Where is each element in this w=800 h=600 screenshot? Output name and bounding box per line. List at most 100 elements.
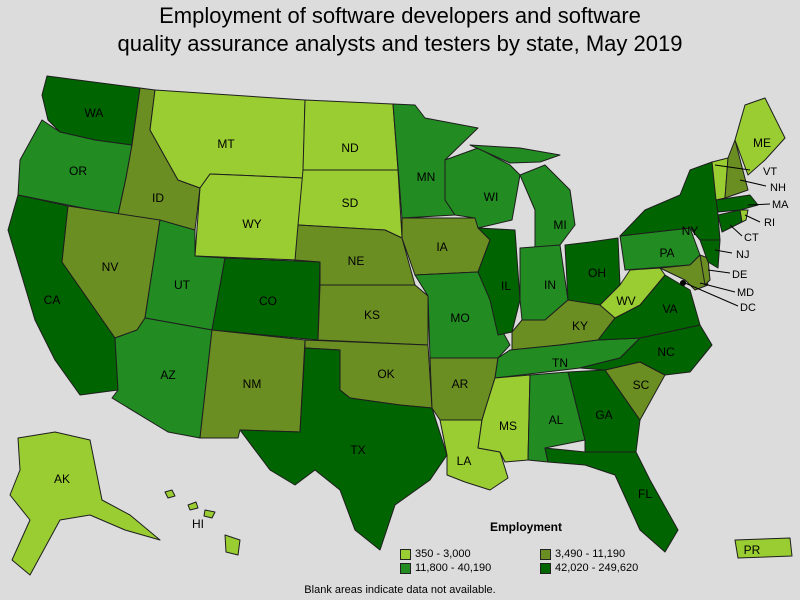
state-fl[interactable]	[544, 447, 679, 553]
label-al: AL	[549, 413, 564, 427]
label-co: CO	[259, 294, 277, 308]
label-sc: SC	[633, 378, 650, 392]
label-il: IL	[501, 279, 511, 293]
state-wv[interactable]	[599, 267, 666, 319]
legend-label-2: 3,490 - 11,190	[555, 548, 626, 560]
label-mo: MO	[450, 311, 469, 325]
label-ak: AK	[54, 472, 70, 486]
label-hi: HI	[192, 517, 204, 531]
label-pr: PR	[744, 543, 761, 557]
label-ok: OK	[377, 367, 394, 381]
label-nm: NM	[243, 377, 262, 391]
label-or: OR	[69, 164, 87, 178]
map-title: Employment of software developers and so…	[0, 2, 800, 58]
state-nc[interactable]	[579, 324, 713, 376]
state-ny[interactable]	[619, 161, 721, 241]
legend-label-1: 350 - 3,000	[415, 548, 471, 560]
legend-label-3: 11,800 - 40,190	[415, 562, 492, 574]
state-tx[interactable]	[239, 347, 448, 551]
label-id: ID	[152, 191, 164, 205]
state-nj[interactable]	[699, 239, 721, 269]
label-ny: NY	[682, 224, 699, 238]
leader-dc	[684, 282, 739, 307]
label-ne: NE	[348, 254, 365, 268]
map-legend: Employment 350 - 3,000 3,490 - 11,190 11…	[400, 520, 700, 580]
legend-item-1: 350 - 3,000	[400, 548, 471, 560]
state-ma[interactable]	[715, 194, 759, 213]
title-line-1: Employment of software developers and so…	[159, 3, 641, 28]
state-wy[interactable]	[194, 173, 304, 261]
legend-swatch-3	[400, 562, 411, 574]
label-ct: CT	[744, 232, 759, 244]
label-ca: CA	[44, 293, 61, 307]
label-wy: WY	[242, 217, 261, 231]
label-ri: RI	[764, 217, 775, 229]
title-line-2: quality assurance analysts and testers b…	[117, 31, 683, 56]
label-mi: MI	[553, 218, 566, 232]
state-ak[interactable]	[9, 431, 161, 576]
label-ut: UT	[174, 278, 191, 292]
label-in: IN	[544, 278, 556, 292]
state-nh[interactable]	[724, 139, 749, 199]
label-wa: WA	[85, 106, 104, 120]
leader-vt	[714, 164, 751, 171]
leader-nh	[739, 179, 767, 187]
label-ia: IA	[436, 240, 447, 254]
state-mi[interactable]	[469, 144, 576, 249]
leader-ri	[744, 214, 761, 223]
label-nj: NJ	[736, 249, 749, 261]
state-me[interactable]	[734, 97, 786, 176]
leader-de	[707, 269, 731, 274]
label-nd: ND	[341, 141, 359, 155]
label-ar: AR	[452, 377, 469, 391]
label-nh: NH	[770, 182, 786, 194]
label-nv: NV	[102, 260, 119, 274]
leader-ma	[747, 203, 771, 206]
label-ga: GA	[595, 408, 612, 422]
legend-item-2: 3,490 - 11,190	[540, 548, 625, 560]
legend-swatch-4	[540, 562, 551, 574]
label-wv: WV	[616, 294, 635, 308]
label-nc: NC	[657, 345, 675, 359]
state-wi[interactable]	[444, 147, 521, 229]
label-vt: VT	[763, 166, 777, 178]
label-tx: TX	[350, 443, 365, 457]
legend-label-4: 42,020 - 249,620	[555, 562, 639, 574]
label-tn: TN	[552, 356, 568, 370]
legend-swatch-2	[540, 548, 551, 560]
state-ks[interactable]	[317, 284, 429, 346]
legend-title: Employment	[490, 520, 563, 534]
label-fl: FL	[638, 487, 652, 501]
label-me: ME	[753, 136, 771, 150]
label-dc: DC	[740, 302, 756, 314]
label-md: MD	[737, 287, 754, 299]
label-az: AZ	[160, 368, 175, 382]
state-nd[interactable]	[302, 99, 399, 171]
dc-marker	[680, 280, 686, 286]
legend-swatch-1	[400, 548, 411, 560]
legend-item-4: 42,020 - 249,620	[540, 562, 638, 574]
label-oh: OH	[588, 266, 606, 280]
leader-ct	[729, 224, 743, 237]
leader-md	[699, 282, 736, 293]
state-il[interactable]	[477, 227, 521, 336]
label-ks: KS	[364, 308, 380, 322]
label-de: DE	[732, 269, 747, 281]
label-wi: WI	[484, 190, 499, 204]
state-ct[interactable]	[717, 209, 743, 233]
label-ma: MA	[772, 199, 789, 211]
legend-item-3: 11,800 - 40,190	[400, 562, 491, 574]
state-de[interactable]	[699, 254, 711, 286]
label-mn: MN	[417, 170, 436, 184]
label-ms: MS	[499, 419, 517, 433]
label-va: VA	[662, 302, 677, 316]
label-ky: KY	[572, 319, 588, 333]
label-la: LA	[457, 454, 472, 468]
state-ri[interactable]	[739, 209, 749, 223]
state-hi[interactable]	[164, 489, 241, 556]
territory-pr[interactable]	[734, 537, 793, 559]
label-pa: PA	[659, 246, 674, 260]
label-sd: SD	[342, 196, 359, 210]
label-mt: MT	[217, 137, 235, 151]
